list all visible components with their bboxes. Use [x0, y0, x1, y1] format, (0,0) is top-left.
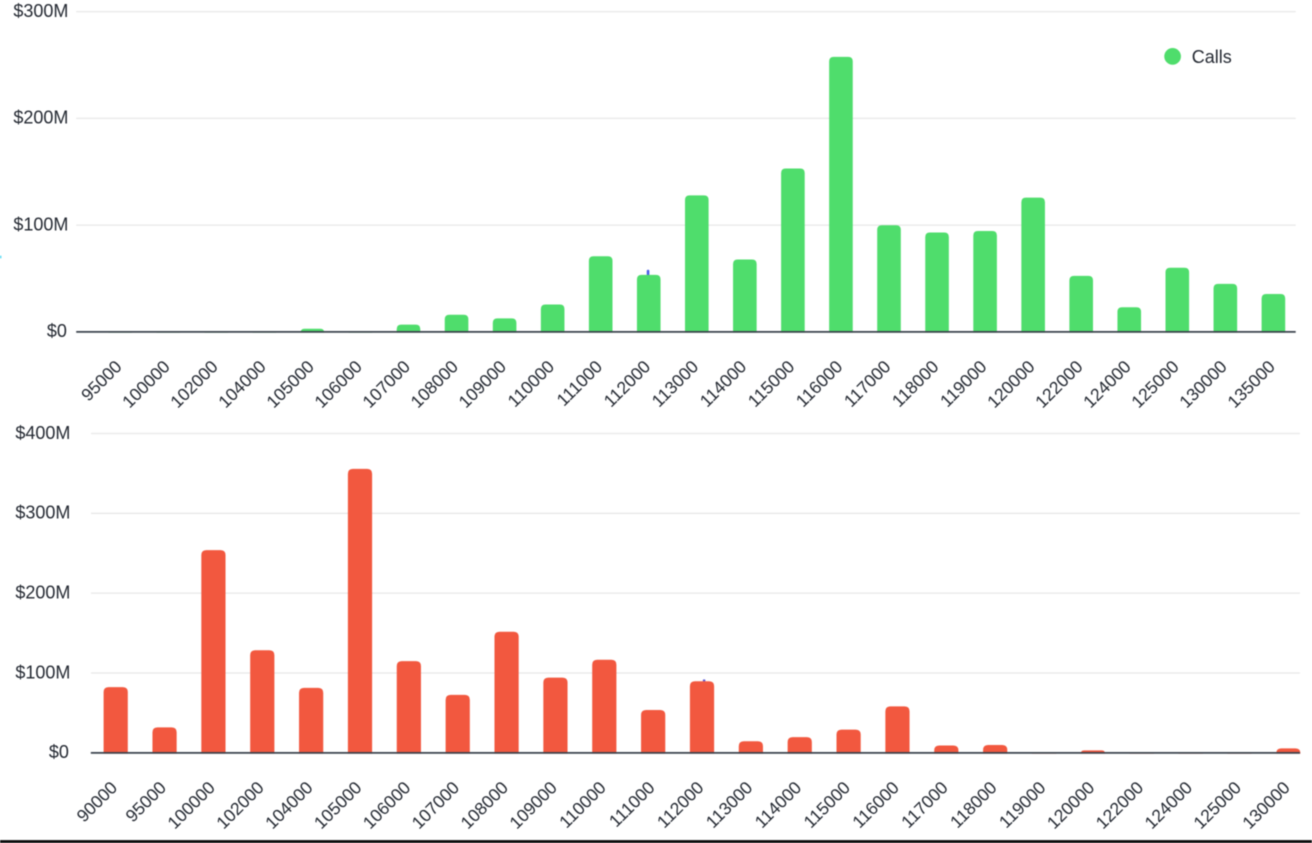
svg-text:$400M: $400M [15, 423, 70, 443]
svg-text:$300M: $300M [13, 1, 68, 21]
svg-text:$0: $0 [47, 321, 67, 341]
svg-text:$100M: $100M [13, 214, 68, 234]
svg-text:$300M: $300M [15, 503, 70, 523]
svg-text:$100M: $100M [15, 662, 70, 682]
svg-text:Calls: Calls [1192, 47, 1232, 67]
svg-text:$200M: $200M [13, 108, 68, 128]
svg-text:$200M: $200M [15, 582, 70, 602]
svg-text:$0: $0 [49, 742, 69, 762]
